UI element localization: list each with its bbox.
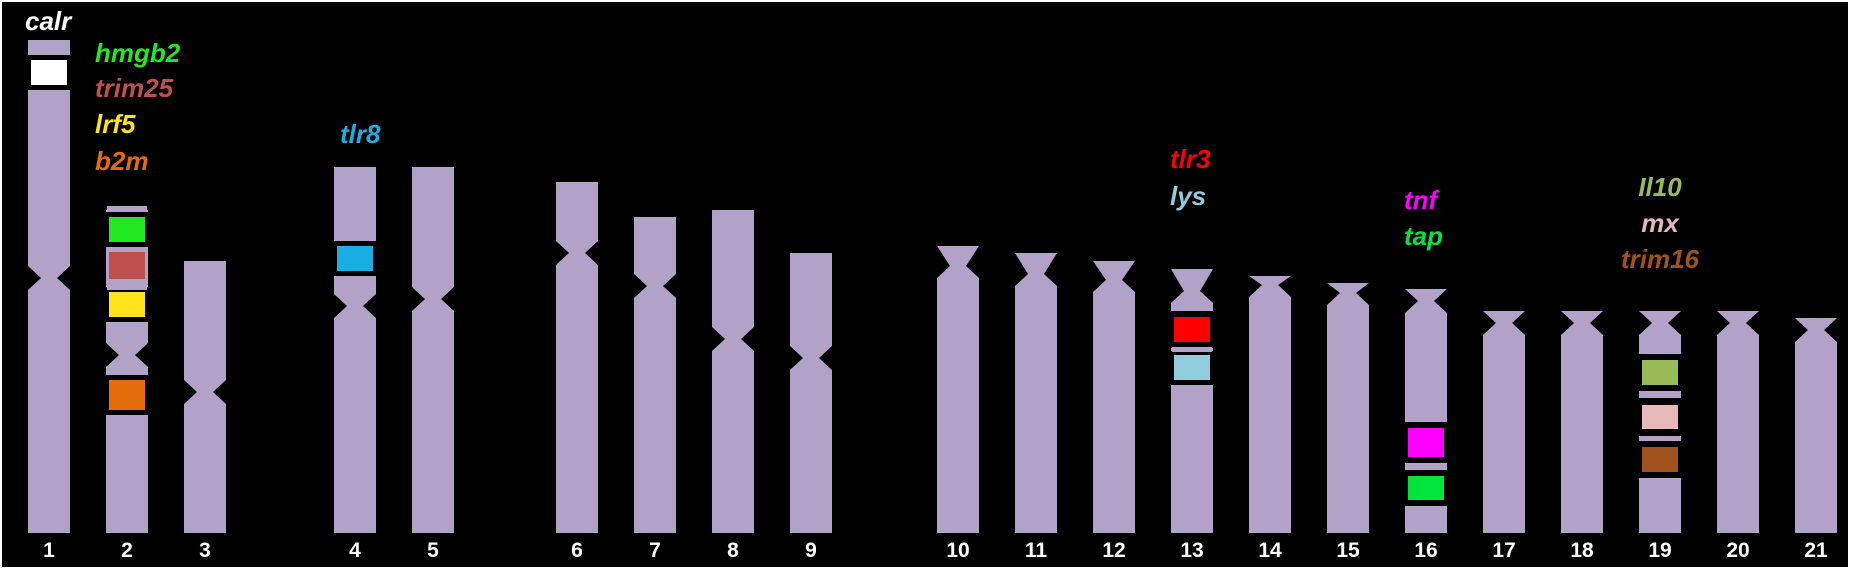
band-separator xyxy=(1172,347,1212,352)
chromosome-number: 4 xyxy=(349,539,361,562)
gene-label-calr: calr xyxy=(25,6,73,36)
chromosome-14 xyxy=(1249,276,1291,533)
chromosome-number: 5 xyxy=(427,539,439,562)
chromosome-number: 1 xyxy=(43,539,55,562)
chromosome-9 xyxy=(790,253,832,533)
chromosome-12 xyxy=(1093,261,1135,533)
chromosome-number: 12 xyxy=(1102,539,1125,562)
gene-band-Il10 xyxy=(1642,360,1678,385)
chromosome-number: 6 xyxy=(571,539,583,562)
chromosome-15 xyxy=(1327,283,1369,533)
chromosome-7 xyxy=(634,217,676,533)
gene-band-b2m xyxy=(109,380,145,410)
band-separator xyxy=(1640,392,1680,397)
band-separator xyxy=(107,286,147,290)
chromosome-number: 15 xyxy=(1336,539,1360,562)
gene-label-Il10: Il10 xyxy=(1638,172,1682,202)
gene-band-tlr3 xyxy=(1174,317,1210,342)
gene-band-tap xyxy=(1408,476,1444,500)
gene-band-calr xyxy=(31,60,67,85)
gene-label-b2m: b2m xyxy=(95,146,148,176)
gene-label-tnf: tnf xyxy=(1404,185,1440,215)
chromosome-6 xyxy=(556,182,598,533)
chromosome-10 xyxy=(937,246,979,533)
gene-band-trim25 xyxy=(109,252,145,279)
gene-label-hmgb2: hmgb2 xyxy=(95,38,181,68)
chromosome-17 xyxy=(1483,311,1525,533)
gene-label-lys: lys xyxy=(1170,181,1206,211)
gene-band-trim16 xyxy=(1642,447,1678,472)
chromosome-1 xyxy=(28,40,70,533)
chromosome-number: 10 xyxy=(946,539,969,562)
gene-label-trim16: trim16 xyxy=(1621,244,1700,274)
chromosome-4 xyxy=(334,167,376,533)
chromosome-number: 13 xyxy=(1180,539,1203,562)
chromosome-number: 11 xyxy=(1025,539,1048,562)
gene-label-trim25: trim25 xyxy=(95,73,174,103)
gene-band-lrf5 xyxy=(109,292,145,317)
chromosome-number: 20 xyxy=(1726,539,1749,562)
gene-label-tlr8: tlr8 xyxy=(340,119,381,149)
chromosome-number: 19 xyxy=(1648,539,1671,562)
chromosome-number: 18 xyxy=(1570,539,1594,562)
chromosome-number: 16 xyxy=(1414,539,1437,562)
band-separator xyxy=(1640,437,1680,440)
gene-band-tnf xyxy=(1408,428,1444,457)
gene-label-tap: tap xyxy=(1404,221,1443,251)
chromosome-number: 21 xyxy=(1804,539,1828,562)
chromosome-number: 9 xyxy=(805,539,817,562)
chromosome-number: 7 xyxy=(649,539,661,562)
chromosome-21 xyxy=(1795,318,1837,533)
gene-band-lys xyxy=(1174,355,1210,380)
gene-band-tlr8 xyxy=(337,246,373,271)
chromosome-number: 17 xyxy=(1492,539,1515,562)
chromosome-number: 3 xyxy=(199,539,211,562)
chromosome-13 xyxy=(1171,269,1213,533)
gene-label-lrf5: lrf5 xyxy=(95,109,136,139)
band-separator xyxy=(1406,464,1446,469)
chromosome-18 xyxy=(1561,311,1603,533)
chromosome-11 xyxy=(1015,253,1057,533)
band-separator xyxy=(107,206,147,210)
chromosome-3 xyxy=(184,261,226,533)
chromosome-5 xyxy=(412,167,454,533)
chromosome-number: 14 xyxy=(1258,539,1282,562)
gene-band-mx xyxy=(1642,405,1678,429)
chromosome-8 xyxy=(712,210,754,533)
chromosome-number: 2 xyxy=(121,539,133,562)
gene-band-hmgb2 xyxy=(109,217,145,242)
chromosome-20 xyxy=(1717,311,1759,533)
gene-label-tlr3: tlr3 xyxy=(1170,144,1211,174)
chromosome-number: 8 xyxy=(727,539,739,562)
gene-label-mx: mx xyxy=(1641,208,1680,238)
